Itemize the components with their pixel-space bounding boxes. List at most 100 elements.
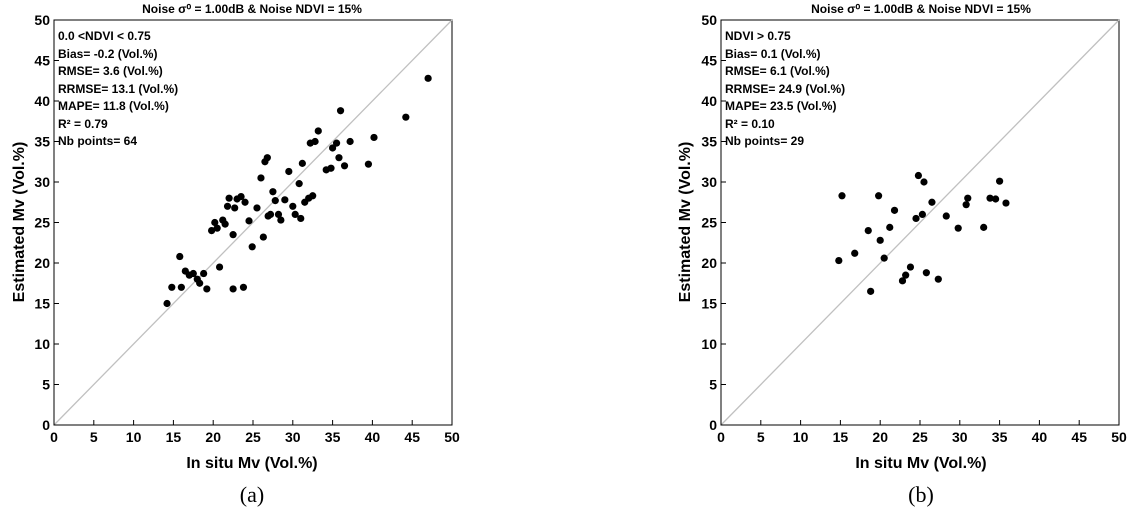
data-point — [918, 210, 926, 218]
data-point — [934, 275, 942, 283]
y-tick-label: 25 — [34, 215, 50, 231]
y-tick-label: 15 — [701, 296, 717, 312]
data-point — [223, 202, 232, 210]
data-point — [838, 192, 846, 200]
data-points — [163, 74, 432, 308]
data-point — [954, 224, 962, 232]
data-point — [942, 212, 950, 220]
data-point — [298, 159, 306, 167]
stat-rrmse: RRMSE= 24.9 (Vol.%) — [725, 82, 845, 96]
y-tick-label: 35 — [34, 134, 50, 150]
data-point — [168, 283, 176, 291]
data-point — [248, 243, 256, 251]
data-point — [231, 204, 239, 212]
y-tick-label: 40 — [34, 93, 50, 109]
data-point — [213, 224, 221, 232]
data-point — [920, 178, 928, 186]
x-tick-label: 15 — [833, 429, 849, 445]
data-point — [876, 236, 884, 244]
y-tick-label: 15 — [34, 296, 50, 312]
data-point — [241, 198, 249, 206]
data-point — [200, 269, 208, 278]
y-tick-label: 40 — [701, 93, 717, 109]
x-tick-label: 20 — [205, 429, 221, 445]
identity-line-group — [720, 19, 1120, 426]
panel-caption: (a) — [240, 482, 264, 507]
data-point — [237, 192, 245, 201]
data-point — [851, 249, 859, 257]
x-tick-label: 50 — [444, 429, 460, 445]
y-tick-label: 5 — [709, 377, 717, 393]
data-point — [346, 137, 354, 146]
data-point — [229, 285, 237, 293]
data-point — [370, 133, 378, 142]
x-tick-label: 25 — [912, 429, 928, 445]
data-point — [327, 164, 335, 172]
data-point — [890, 206, 899, 214]
data-point — [239, 283, 248, 291]
statistics-box: 0.0 <NDVI < 0.75 Bias= -0.2 (Vol.%) RMSE… — [58, 29, 178, 148]
data-point — [277, 216, 285, 224]
data-point — [281, 196, 289, 204]
stat-ndvi-range: 0.0 <NDVI < 0.75 — [58, 29, 151, 43]
data-point — [992, 195, 1000, 203]
x-tick-label: 40 — [365, 429, 381, 445]
y-tick-label: 35 — [701, 134, 717, 150]
data-point — [229, 231, 237, 239]
y-tick-label: 50 — [701, 12, 717, 28]
x-tick-label: 5 — [90, 429, 98, 445]
identity-line-group — [53, 19, 453, 426]
x-tick-label: 25 — [245, 429, 261, 445]
data-point — [875, 192, 883, 200]
data-point — [211, 218, 219, 227]
stat-nb-points: Nb points= 64 — [58, 134, 137, 148]
x-tick-label: 10 — [126, 429, 142, 445]
scatter-panel-a: Noise σ⁰ = 1.00dB & Noise NDVI = 15% 0 5 1… — [11, 2, 460, 507]
data-point — [203, 285, 211, 293]
x-tick-label: 0 — [50, 429, 58, 445]
data-points — [835, 171, 1010, 295]
y-tick-label: 0 — [709, 417, 717, 433]
y-tick-label: 20 — [701, 255, 717, 271]
y-tick-label: 45 — [701, 53, 717, 69]
chart-title: Noise σ⁰ = 1.00dB & Noise NDVI = 15% — [142, 2, 362, 16]
data-point — [245, 217, 253, 225]
data-point — [329, 144, 337, 152]
data-point — [880, 254, 888, 262]
stat-bias: Bias= 0.1 (Vol.%) — [725, 47, 820, 61]
y-tick-label: 45 — [34, 53, 50, 69]
data-point — [964, 194, 972, 202]
data-point — [906, 263, 915, 271]
data-point — [221, 220, 229, 228]
data-point — [314, 127, 322, 135]
stat-rmse: RMSE= 3.6 (Vol.%) — [58, 64, 163, 78]
stat-r2: R² = 0.79 — [58, 117, 108, 131]
data-point — [269, 188, 277, 196]
data-point — [864, 227, 872, 235]
x-tick-label: 45 — [404, 429, 420, 445]
stat-mape: MAPE= 23.5 (Vol.%) — [725, 99, 836, 113]
y-tick-label: 10 — [701, 336, 717, 352]
stat-rmse: RMSE= 6.1 (Vol.%) — [725, 64, 830, 78]
x-tick-label: 5 — [757, 429, 765, 445]
data-point — [962, 201, 970, 209]
data-point — [163, 299, 171, 308]
y-tick-label: 10 — [34, 336, 50, 352]
x-tick-label: 35 — [325, 429, 341, 445]
data-point — [208, 227, 216, 235]
data-point — [274, 210, 283, 218]
data-point — [335, 154, 343, 162]
data-point — [928, 198, 936, 206]
data-point — [285, 167, 293, 176]
data-point — [253, 204, 261, 212]
x-tick-label: 15 — [166, 429, 182, 445]
data-point — [1002, 199, 1010, 207]
data-point — [215, 263, 224, 271]
data-point — [311, 137, 319, 146]
data-point — [986, 194, 994, 202]
scatter-panel-b: Noise σ⁰ = 1.00dB & Noise NDVI = 15% 0 5 1… — [677, 2, 1127, 507]
stat-nb-points: Nb points= 29 — [725, 134, 804, 148]
data-point — [176, 252, 184, 261]
identity-line — [720, 19, 1120, 426]
